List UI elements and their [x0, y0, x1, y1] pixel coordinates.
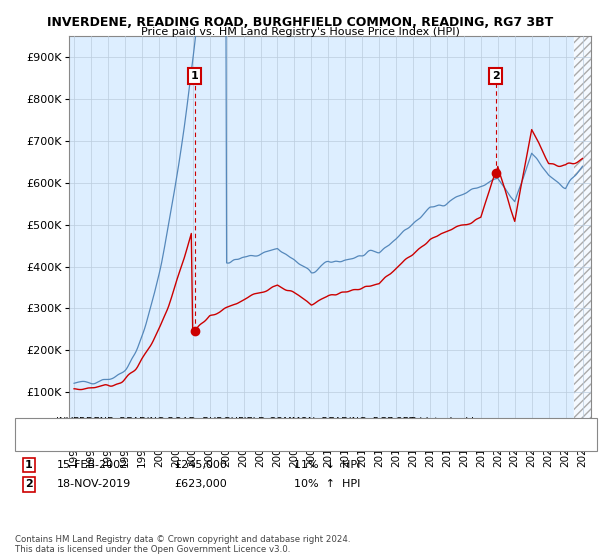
Text: Price paid vs. HM Land Registry's House Price Index (HPI): Price paid vs. HM Land Registry's House …: [140, 27, 460, 37]
Text: 15-FEB-2002: 15-FEB-2002: [57, 460, 128, 470]
Text: HPI: Average price, detached house, West Berkshire: HPI: Average price, detached house, West…: [56, 432, 310, 442]
Text: Contains HM Land Registry data © Crown copyright and database right 2024.
This d: Contains HM Land Registry data © Crown c…: [15, 535, 350, 554]
Text: INVERDENE, READING ROAD, BURGHFIELD COMMON, READING, RG7 3BT: INVERDENE, READING ROAD, BURGHFIELD COMM…: [47, 16, 553, 29]
Text: —: —: [23, 430, 38, 445]
Text: 11%  ↓  HPI: 11% ↓ HPI: [294, 460, 361, 470]
Text: 1: 1: [191, 71, 199, 81]
Bar: [574, 36, 600, 434]
Text: 10%  ↑  HPI: 10% ↑ HPI: [294, 479, 361, 489]
Text: 2: 2: [492, 71, 500, 81]
Text: £623,000: £623,000: [174, 479, 227, 489]
Bar: [574, 36, 600, 434]
Text: INVERDENE, READING ROAD, BURGHFIELD COMMON, READING, RG7 3BT (detached hous: INVERDENE, READING ROAD, BURGHFIELD COMM…: [56, 417, 494, 427]
Text: 18-NOV-2019: 18-NOV-2019: [57, 479, 131, 489]
Text: 1: 1: [25, 460, 32, 470]
Text: 2: 2: [25, 479, 32, 489]
Text: £245,000: £245,000: [174, 460, 227, 470]
Text: —: —: [23, 414, 38, 429]
